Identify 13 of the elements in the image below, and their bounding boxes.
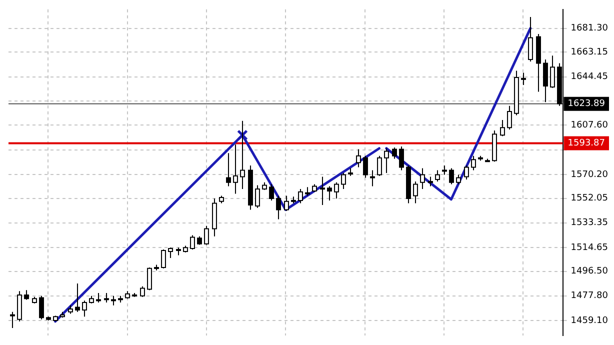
ref-line-label: 1623.89 [568, 99, 606, 110]
y-tick-label: 1644.45 [570, 72, 608, 82]
y-tick-label: 1607.60 [570, 120, 608, 131]
y-tick-label: 1459.10 [570, 316, 608, 326]
y-tick-label: 1477.80 [570, 291, 608, 302]
ref-line-label: 1593.87 [568, 138, 605, 149]
y-tick-label: 1681.30 [570, 24, 608, 34]
y-tick-label: 1663.15 [570, 48, 608, 58]
y-tick-label: 1514.65 [570, 242, 608, 253]
y-tick-label: 1496.50 [570, 266, 608, 277]
y-tick-label: 1552.05 [570, 194, 608, 204]
y-tick-label: 1570.20 [570, 170, 608, 180]
y-tick-label: 1533.35 [570, 218, 608, 228]
